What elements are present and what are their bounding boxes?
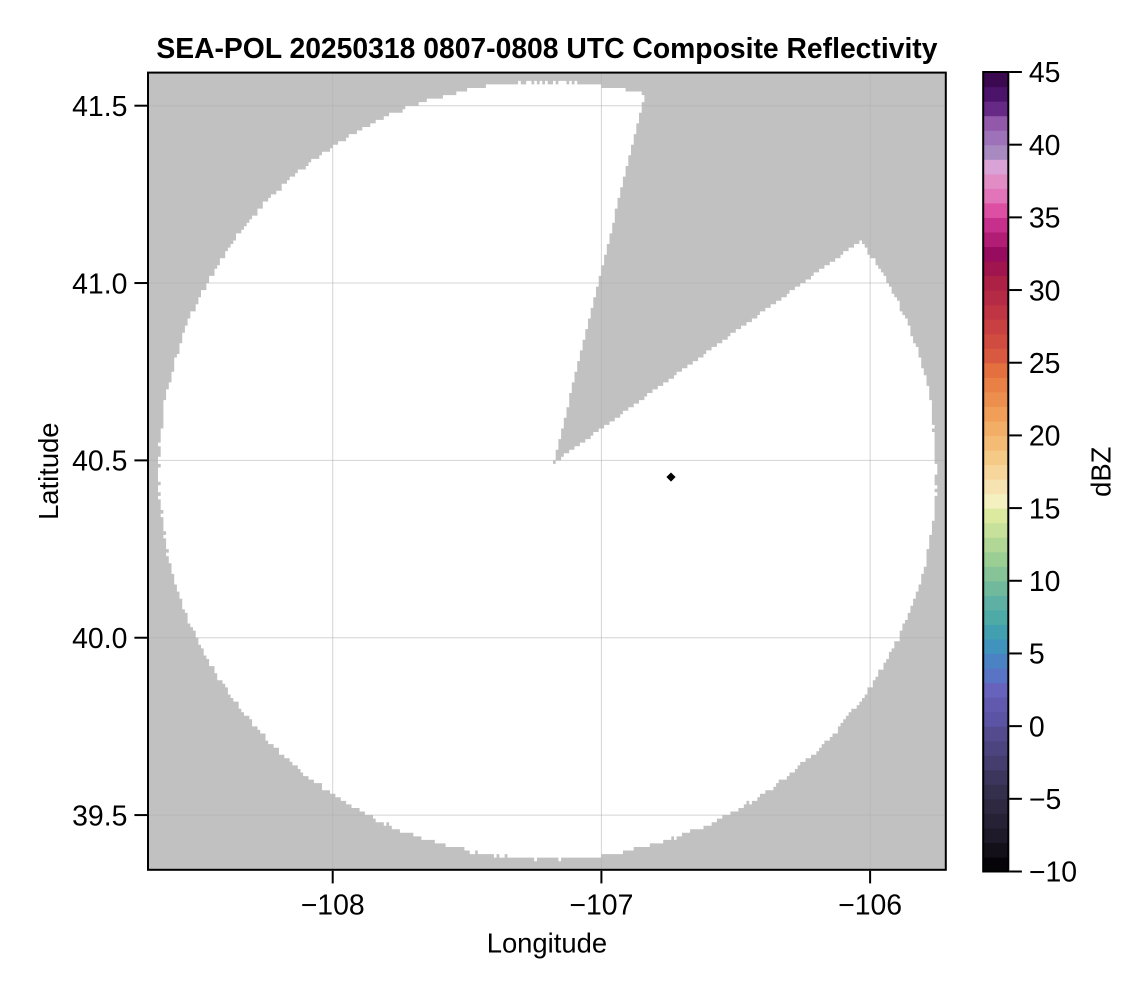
y-tick-label: 40.5	[72, 446, 127, 478]
colorbar-band	[983, 115, 1009, 131]
colorbar-tick-label: 45	[1029, 57, 1061, 89]
colorbar-tick-label: −10	[1029, 857, 1077, 889]
colorbar-band	[983, 697, 1009, 713]
colorbar-band	[983, 479, 1009, 495]
colorbar-band	[983, 435, 1009, 451]
colorbar-tick-label: 35	[1029, 203, 1061, 235]
colorbar-tick-label: 30	[1029, 275, 1061, 307]
colorbar-tick-label: 25	[1029, 348, 1061, 380]
colorbar-band	[983, 72, 1009, 88]
colorbar-band	[983, 391, 1009, 407]
colorbar-band	[983, 217, 1009, 233]
y-tick-label: 41.5	[72, 91, 127, 123]
colorbar-band	[983, 319, 1009, 335]
colorbar-band	[983, 755, 1009, 771]
colorbar-band	[983, 726, 1009, 742]
colorbar-tick-label: 10	[1029, 566, 1061, 598]
y-tick-label: 40.0	[72, 623, 127, 655]
colorbar-band	[983, 202, 1009, 218]
colorbar-band	[983, 595, 1009, 611]
colorbar-band	[983, 231, 1009, 248]
colorbar-band	[983, 493, 1009, 509]
colorbar-band	[983, 173, 1009, 189]
colorbar-tick-label: 20	[1029, 421, 1061, 453]
colorbar-band	[983, 86, 1009, 102]
colorbar-tick-label: 0	[1029, 711, 1045, 743]
colorbar-band	[983, 144, 1009, 160]
colorbar-band	[983, 842, 1009, 858]
colorbar-band	[983, 130, 1009, 146]
colorbar-band	[983, 101, 1009, 117]
x-tick-label: −107	[569, 890, 633, 922]
colorbar-band	[983, 362, 1009, 378]
colorbar-band	[983, 551, 1009, 567]
colorbar-band	[983, 406, 1009, 422]
colorbar-band	[983, 827, 1009, 844]
colorbar-band	[983, 275, 1009, 291]
colorbar-band	[983, 304, 1009, 320]
colorbar-band	[983, 188, 1009, 204]
colorbar-band	[983, 566, 1009, 582]
y-axis-label: Latitude	[33, 422, 64, 519]
colorbar-axis-label: dBZ	[1086, 447, 1117, 497]
x-tick-label: −106	[838, 890, 902, 922]
colorbar-band	[983, 159, 1009, 175]
colorbar-band	[983, 740, 1009, 756]
colorbar-band	[983, 856, 1009, 873]
colorbar-band	[983, 609, 1009, 625]
colorbar-band	[983, 522, 1009, 538]
x-axis-label: Longitude	[487, 927, 607, 958]
tick-marks	[134, 104, 872, 884]
colorbar-tick-label: 40	[1029, 130, 1061, 162]
colorbar-band	[983, 624, 1009, 640]
radar-coverage-area	[158, 80, 938, 862]
y-tick-label: 39.5	[72, 800, 127, 832]
colorbar-band	[983, 580, 1009, 596]
colorbar-tick-label: 5	[1029, 639, 1045, 671]
colorbar-band	[983, 667, 1009, 684]
colorbar-band	[983, 246, 1009, 262]
colorbar-outline	[982, 71, 1010, 873]
colorbar-band	[983, 420, 1009, 437]
colorbar-band	[983, 653, 1009, 669]
colorbar: 45 40 35 30 25 20 15 10 5 0 −5 −10 dBZ	[982, 57, 1117, 889]
colorbar-band	[983, 290, 1009, 306]
grid-layer	[148, 72, 946, 870]
colorbar-band	[983, 798, 1009, 814]
y-tick-label: 41.0	[72, 268, 127, 300]
site-marker-diamond	[666, 472, 676, 482]
axes-spines	[147, 71, 947, 871]
colorbar-band	[983, 260, 1009, 277]
colorbar-band	[983, 508, 1009, 524]
colorbar-band	[983, 537, 1009, 553]
colorbar-tick-label: 15	[1029, 493, 1061, 525]
colorbar-band	[983, 769, 1009, 785]
colorbar-band	[983, 333, 1009, 349]
colorbar-band	[983, 813, 1009, 829]
colorbar-tick-label: −5	[1029, 784, 1061, 816]
colorbar-band	[983, 638, 1009, 655]
colorbar-band	[983, 784, 1009, 800]
colorbar-band	[983, 348, 1009, 364]
colorbar-band	[983, 711, 1009, 727]
colorbar-band	[983, 682, 1009, 698]
colorbar-band	[983, 464, 1009, 480]
colorbar-band	[983, 377, 1009, 393]
x-tick-label: −108	[301, 890, 365, 922]
chart-title: SEA-POL 20250318 0807-0808 UTC Composite…	[156, 32, 937, 64]
colorbar-band	[983, 449, 1009, 466]
